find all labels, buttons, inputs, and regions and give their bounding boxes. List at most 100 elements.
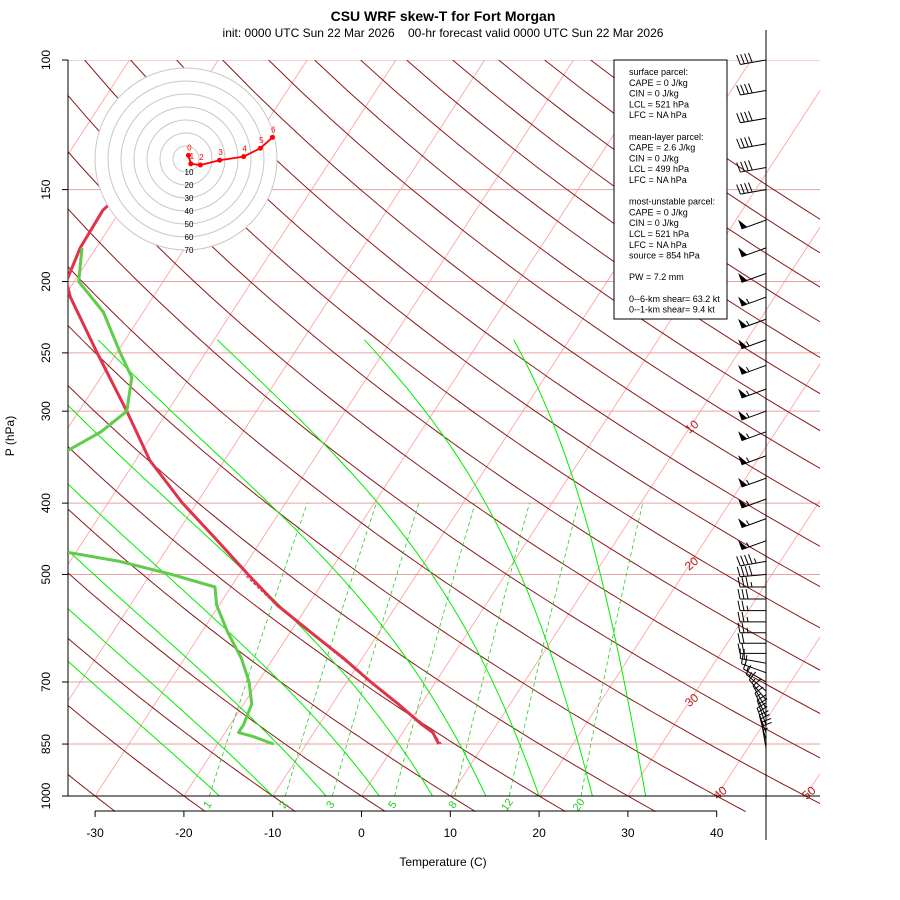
barb-flag <box>736 113 741 123</box>
barb-flag <box>741 576 745 588</box>
barb-half-flag <box>746 366 750 372</box>
hodograph-ring-label: 30 <box>185 194 194 203</box>
legend-line: CAPE = 0 J/kg <box>629 207 688 217</box>
barb-flag <box>736 556 741 567</box>
mixing-ratio-labels: 1 2 3 5 8 12 20 <box>201 797 587 814</box>
barb-flag <box>756 702 767 709</box>
barb-half-flag <box>746 520 750 526</box>
x-axis-title: Temperature (C) <box>399 855 486 869</box>
dry-adiabat <box>68 445 566 812</box>
barb-pennant <box>738 219 748 229</box>
isotherm-line <box>68 60 486 702</box>
barb-flag <box>736 138 741 149</box>
barb-flag <box>748 565 753 576</box>
barb-half-flag <box>746 341 750 347</box>
barb-flag <box>740 183 745 194</box>
background-grid <box>68 60 820 812</box>
y-tick-label: 200 <box>39 271 53 291</box>
barb-flag <box>740 566 745 577</box>
legend-line: mean-layer parcel: <box>629 132 704 142</box>
barb-pennant <box>738 477 748 488</box>
y-tick-label: 250 <box>39 343 53 363</box>
hodograph-point-label: 0 <box>187 143 192 152</box>
hodograph-point-label: 5 <box>259 136 264 145</box>
barb-shaft <box>740 59 767 66</box>
dry-adiabat <box>68 572 386 812</box>
barb-pennant <box>738 247 748 257</box>
legend-line: 0--1-km shear= 9.4 kt <box>629 305 715 315</box>
isotherm-line <box>627 499 820 797</box>
barb-shaft <box>740 560 767 567</box>
y-tick-label: 500 <box>39 564 53 584</box>
moist-adiabat <box>68 549 327 797</box>
wind-barb <box>737 588 766 600</box>
mixing-ratio-label: 1 <box>201 799 214 811</box>
barb-half-flag <box>751 678 756 684</box>
wind-barb <box>737 633 766 644</box>
barb-flag <box>758 698 768 705</box>
mixing-ratio-line <box>284 502 377 797</box>
hodograph-point <box>269 134 275 140</box>
wind-barb <box>736 182 767 195</box>
isotherm-line <box>716 636 820 797</box>
mixing-ratio-label: 2 <box>277 799 290 811</box>
isotherm-line <box>449 226 820 797</box>
x-tick-label: -10 <box>264 826 282 840</box>
hodograph-ring <box>172 145 200 173</box>
y-tick-label: 1000 <box>39 782 53 809</box>
barb-half-flag <box>746 412 750 418</box>
barb-flag <box>744 111 749 122</box>
barb-half-flag <box>746 605 749 611</box>
barb-flag <box>737 633 741 644</box>
wind-barb <box>738 339 767 350</box>
barb-flag <box>744 137 749 148</box>
hodograph-ring <box>159 132 213 186</box>
dry-adiabat <box>222 60 820 508</box>
barb-flag <box>745 588 749 600</box>
barb-shaft <box>760 722 767 748</box>
barb-half-flag <box>746 627 749 633</box>
hodograph-ring <box>107 80 265 238</box>
moist-adiabat <box>97 339 487 797</box>
wind-barb <box>738 540 767 551</box>
mixing-ratio-label: 3 <box>324 799 337 811</box>
wind-barb <box>736 83 767 96</box>
barb-pennant <box>738 339 748 349</box>
legend-line: most-unstable parcel: <box>629 197 715 207</box>
wind-barb <box>737 643 766 654</box>
hodograph-point <box>217 157 223 163</box>
barb-pennant <box>738 273 748 283</box>
isotherm-label: 40 <box>711 783 730 803</box>
wind-barb <box>738 477 767 488</box>
barb-flag <box>748 182 753 193</box>
barb-flag <box>745 576 749 588</box>
barb-pennant <box>738 498 748 508</box>
barb-shaft <box>741 477 767 488</box>
hodograph-ring-label: 10 <box>185 168 194 177</box>
hodograph-ring-label: 70 <box>185 246 194 255</box>
barb-flag <box>748 111 753 121</box>
sounding-series <box>68 90 442 746</box>
barb-half-flag <box>746 320 750 326</box>
dry-adiabat <box>360 60 820 395</box>
isotherm-label: 20 <box>682 554 701 574</box>
barb-pennant <box>738 431 748 441</box>
barb-flag <box>736 566 741 577</box>
barb-shaft <box>740 167 767 173</box>
wind-barb <box>737 611 766 623</box>
legend-line: LFC = NA hPa <box>629 175 687 185</box>
y-tick-label: 850 <box>39 734 53 754</box>
barb-flag <box>752 678 761 687</box>
barb-pennant <box>738 410 748 421</box>
barb-shaft <box>741 431 767 442</box>
chart-title: CSU WRF skew-T for Fort Morgan <box>331 8 556 24</box>
wind-barb <box>738 272 767 283</box>
barb-pennant <box>738 518 748 528</box>
hodograph-point-label: 3 <box>218 148 223 157</box>
barb-flag <box>737 643 741 654</box>
wind-barb <box>738 219 767 230</box>
